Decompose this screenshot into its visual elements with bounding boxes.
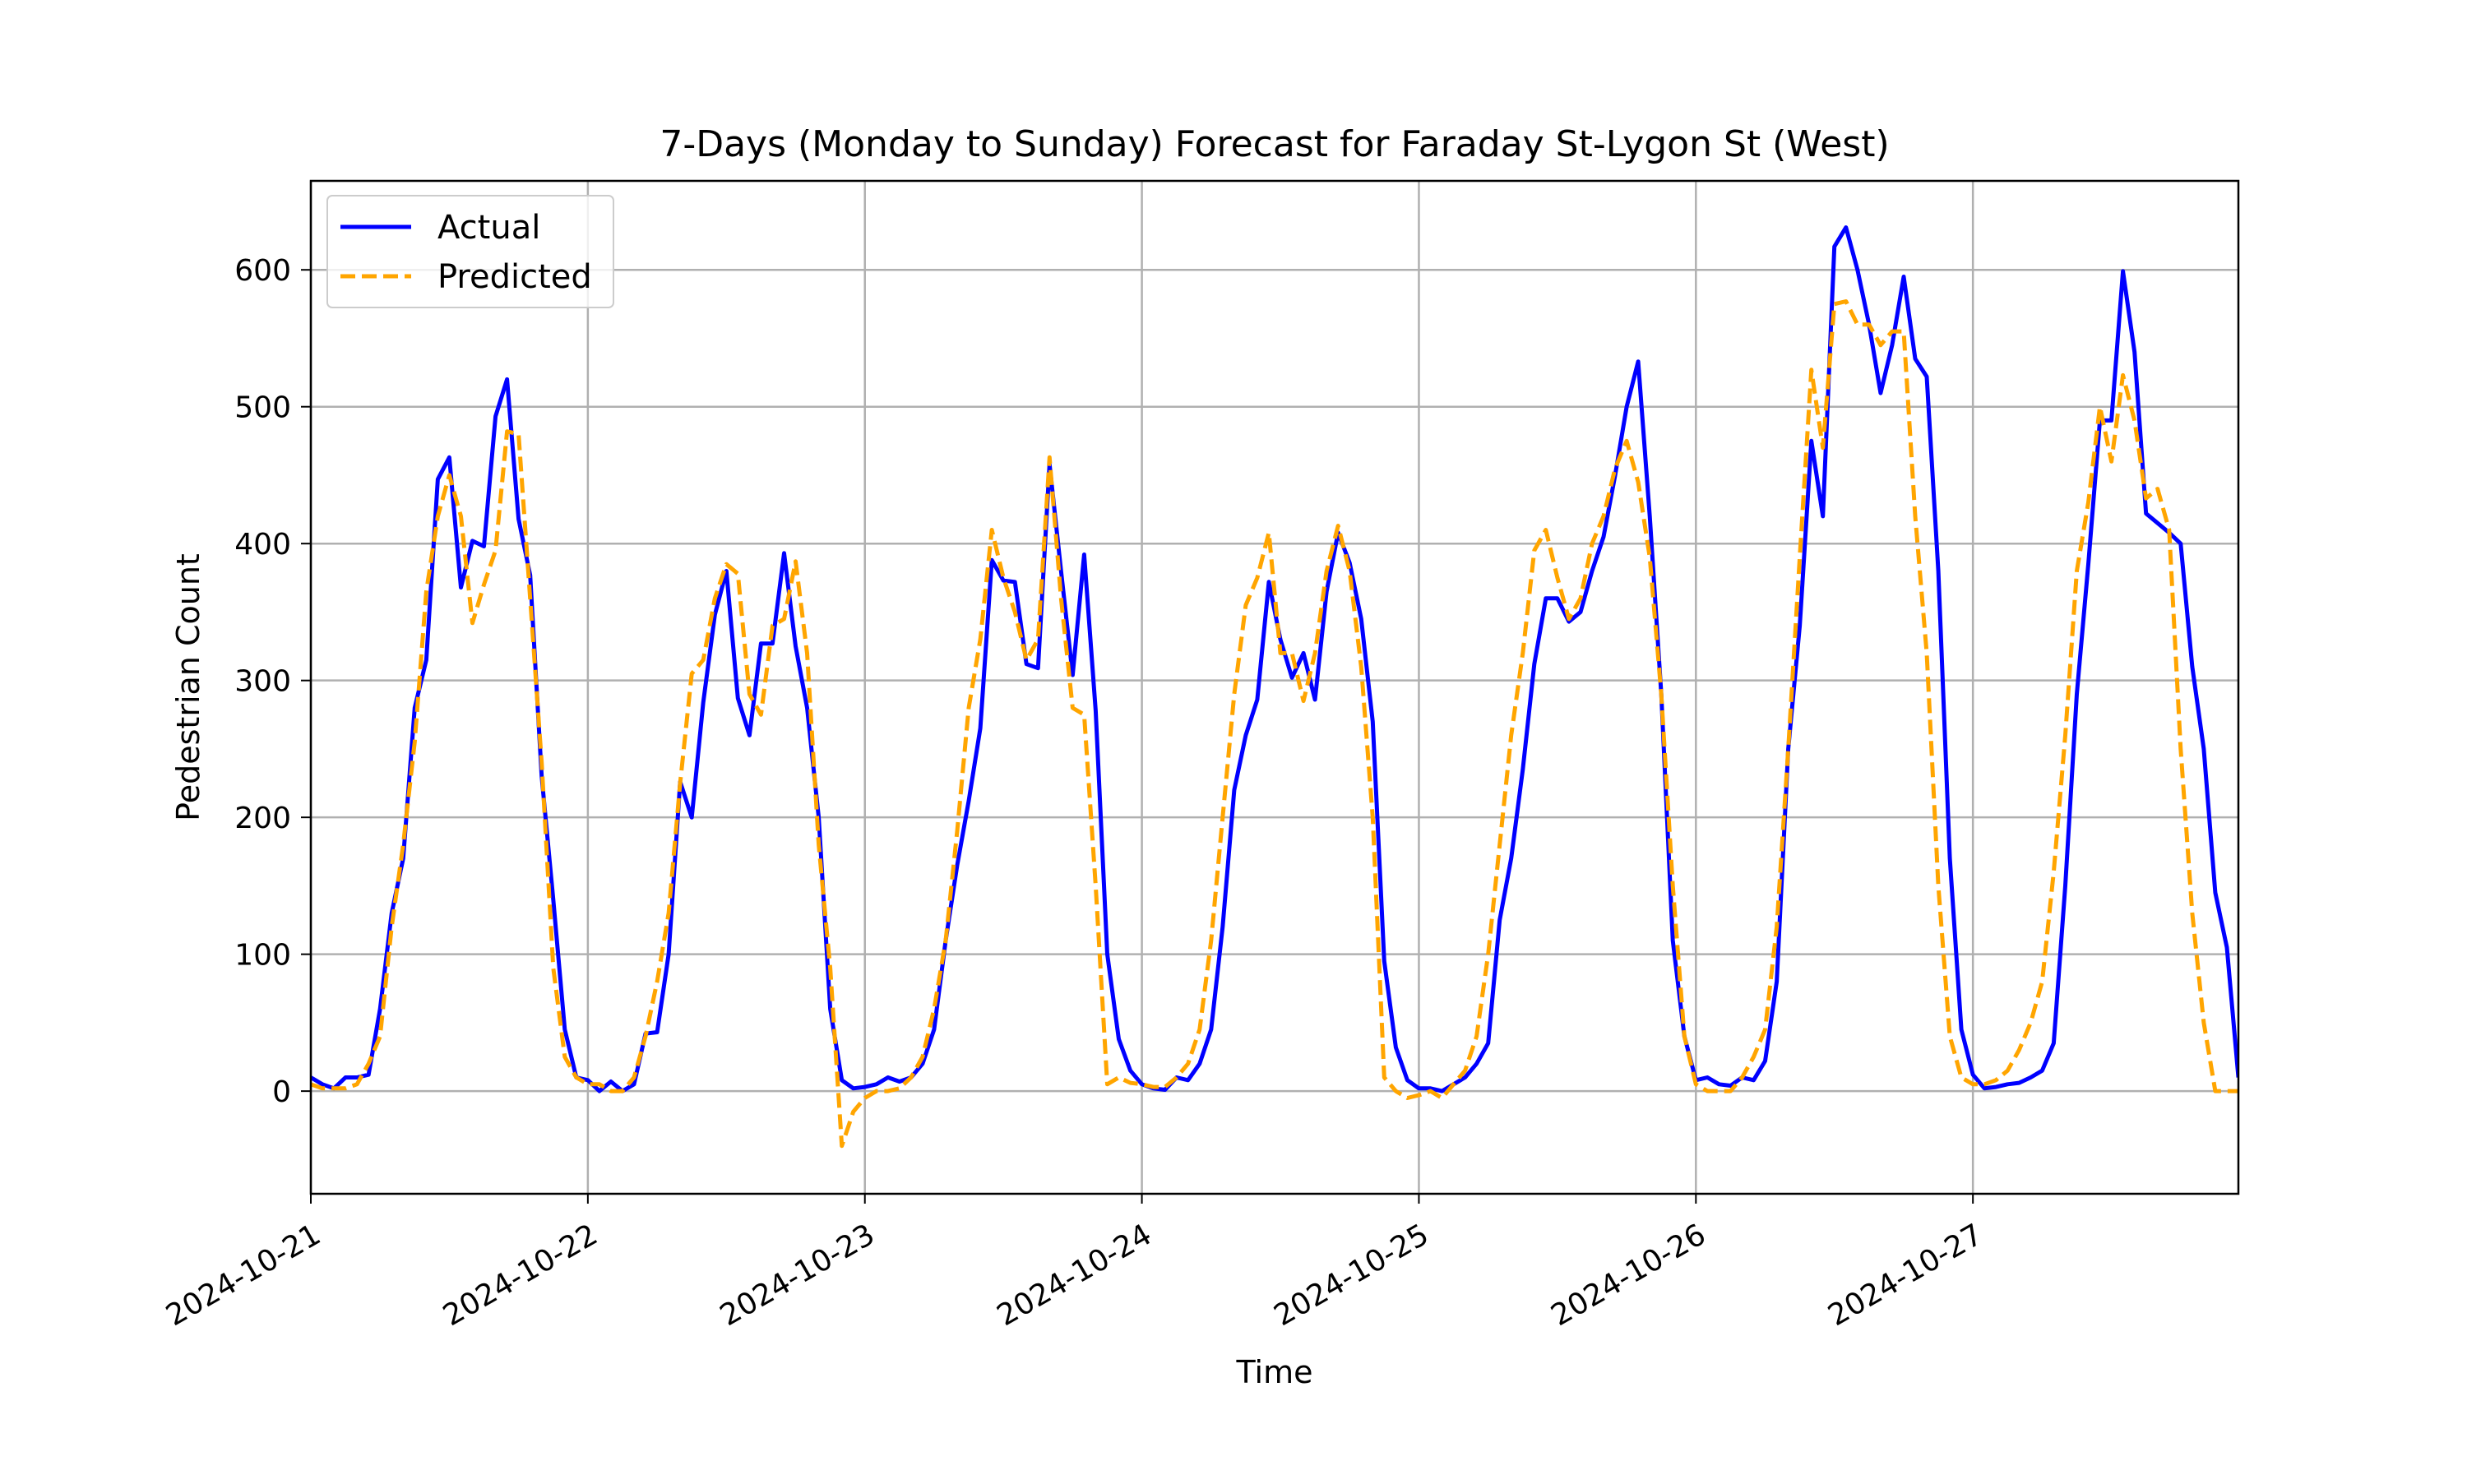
grid-lines <box>309 181 2238 1194</box>
legend: Actual Predicted <box>326 195 614 308</box>
x-tick-label: 2024-10-22 <box>437 1218 604 1333</box>
y-axis-label: Pedestrian Count <box>170 553 206 821</box>
y-tick-label: 600 <box>234 254 291 288</box>
y-tick-label: 400 <box>234 528 291 562</box>
x-tick-label: 2024-10-23 <box>715 1218 881 1333</box>
y-tick-label: 100 <box>234 939 291 973</box>
plot-frame <box>309 179 2240 1195</box>
x-tick-label: 2024-10-27 <box>1822 1218 1988 1333</box>
x-axis-label: Time <box>1236 1354 1313 1390</box>
legend-label-predicted: Predicted <box>437 258 592 296</box>
legend-label-actual: Actual <box>437 209 540 247</box>
y-tick-label: 300 <box>234 665 291 699</box>
x-tick-label: 2024-10-21 <box>160 1218 326 1333</box>
series-line-actual <box>311 225 2238 1093</box>
series-group <box>311 225 2238 1149</box>
x-tick-label: 2024-10-24 <box>992 1218 1158 1333</box>
series-line-predicted <box>311 299 2238 1149</box>
legend-box <box>326 195 614 308</box>
chart-title: 7-Days (Monday to Sunday) Forecast for F… <box>660 123 1889 165</box>
y-tick-label: 0 <box>272 1075 291 1109</box>
y-tick-label: 500 <box>234 391 291 425</box>
y-tick-label: 200 <box>234 802 291 835</box>
x-tick-label: 2024-10-25 <box>1269 1218 1435 1333</box>
x-tick-label: 2024-10-26 <box>1546 1218 1712 1333</box>
